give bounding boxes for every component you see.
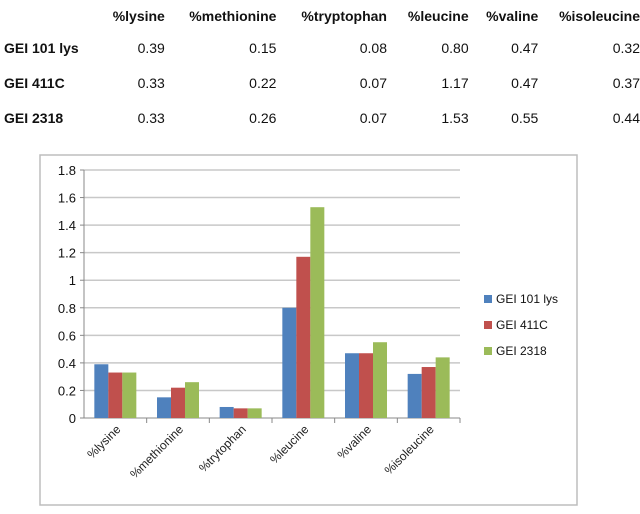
bar-gei-2318	[122, 372, 137, 418]
table-cell: 1.53	[441, 109, 469, 126]
table-cell: 0.07	[359, 74, 387, 91]
table-cell: 0.47	[511, 74, 539, 91]
bar-gei-2318	[310, 207, 325, 418]
bar-gei-411c	[171, 387, 185, 418]
table-row: GEI 101 lys 0.39 0.15 0.08 0.80 0.47 0.32	[4, 30, 640, 65]
table-cell: 0.32	[612, 39, 640, 56]
y-tick-label: 0.2	[58, 383, 76, 398]
bar-gei-411c	[233, 408, 248, 418]
table-cell: 0.39	[137, 39, 165, 56]
row-header: GEI 2318	[4, 109, 64, 126]
table-cell: 0.22	[249, 74, 277, 91]
bar-gei-411c	[421, 367, 436, 418]
amino-acid-table: %lysine %methionine %tryptophan %leucine…	[4, 2, 640, 135]
bar-gei-411c	[296, 256, 311, 418]
bar-gei-101-lys	[407, 373, 422, 418]
bar-gei-101-lys	[345, 353, 359, 418]
table-row: GEI 411C 0.33 0.22 0.07 1.17 0.47 0.37	[4, 65, 640, 100]
col-header: %tryptophan	[301, 8, 387, 24]
y-tick-label: 1.2	[58, 246, 76, 261]
row-header: GEI 101 lys	[4, 39, 79, 56]
y-tick-label: 0	[69, 411, 76, 426]
bar-gei-101-lys	[282, 307, 297, 418]
bar-gei-411c	[359, 353, 373, 418]
y-tick-label: 1	[69, 273, 76, 288]
legend-label: GEI 411C	[496, 318, 548, 332]
table-cell: 0.47	[511, 39, 539, 56]
table-cell: 0.15	[249, 39, 277, 56]
table-cell: 1.17	[441, 74, 469, 91]
bar-gei-2318	[373, 342, 387, 418]
bar-gei-411c	[108, 372, 123, 418]
table-cell: 0.08	[359, 39, 387, 56]
legend-label: GEI 101 lys	[496, 292, 558, 306]
table-cell: 0.33	[137, 109, 165, 126]
bar-gei-2318	[435, 357, 450, 418]
col-header: %leucine	[407, 8, 469, 24]
table-cell: 0.44	[612, 109, 640, 126]
table-cell: 0.55	[511, 109, 539, 126]
col-header: %lysine	[112, 8, 165, 24]
table-cell: 0.26	[249, 109, 277, 126]
y-tick-label: 1.8	[58, 163, 76, 178]
y-tick-label: 0.8	[58, 301, 76, 316]
row-header: GEI 411C	[4, 74, 65, 91]
bar-gei-2318	[185, 382, 199, 418]
bar-gei-101-lys	[219, 406, 234, 418]
col-header: %valine	[486, 8, 539, 24]
col-header: %methionine	[189, 8, 277, 24]
table-header-row: %lysine %methionine %tryptophan %leucine…	[4, 2, 640, 30]
table-row: GEI 2318 0.33 0.26 0.07 1.53 0.55 0.44	[4, 100, 640, 135]
bar-gei-101-lys	[94, 364, 109, 418]
table-cell: 0.07	[359, 109, 387, 126]
y-tick-label: 1.4	[58, 218, 76, 233]
col-header: %isoleucine	[559, 8, 640, 24]
legend-swatch	[484, 295, 492, 303]
table-cell: 0.80	[441, 39, 469, 56]
table-cell: 0.33	[137, 74, 165, 91]
legend-swatch	[484, 321, 492, 329]
bar-gei-101-lys	[157, 397, 171, 418]
legend-swatch	[484, 347, 492, 355]
bar-gei-2318	[247, 408, 262, 418]
legend-label: GEI 2318	[496, 344, 547, 358]
y-tick-label: 0.4	[58, 356, 76, 371]
y-tick-label: 0.6	[58, 328, 76, 343]
table-cell: 0.37	[612, 74, 640, 91]
y-tick-label: 1.6	[58, 191, 76, 206]
